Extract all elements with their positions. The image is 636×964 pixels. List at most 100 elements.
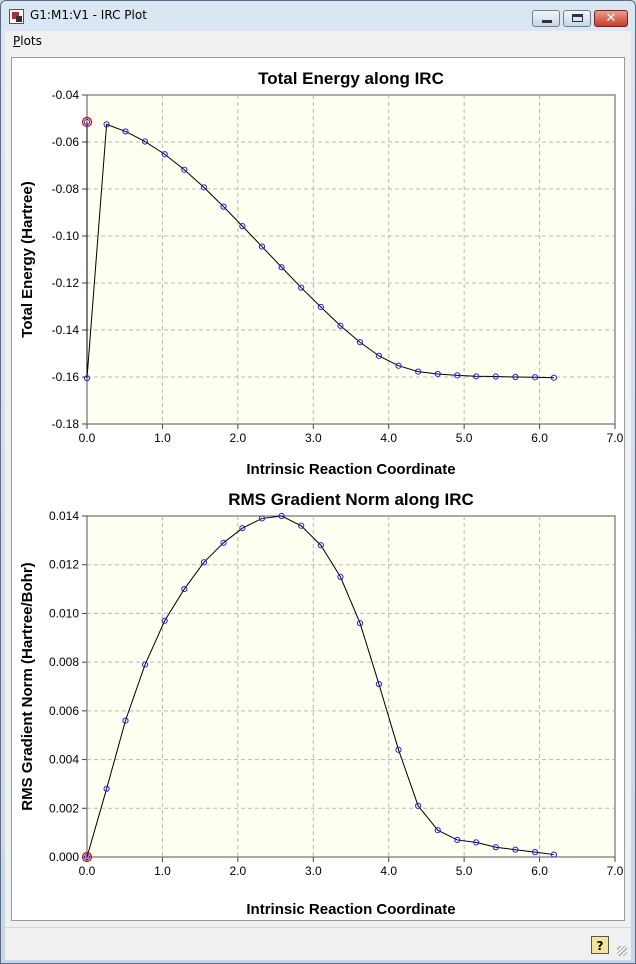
gradient-data-point [356,620,364,627]
gradient-data-point [278,512,285,520]
energy-data-point [317,303,324,311]
energy-data-point [492,373,499,380]
energy-ytick-label: -0.06 [52,135,80,149]
gradient-current-point-marker [81,851,93,863]
gradient-ytick-label: 0.012 [49,558,79,572]
maximize-button[interactable] [563,10,591,27]
energy-data-point [200,184,208,191]
menu-plots[interactable]: Plots [13,34,42,48]
energy-xtick-label: 5.0 [456,431,473,445]
gradient-data-point [103,785,110,792]
resize-grip[interactable] [617,946,627,956]
client-area: 0.0 1.0 2.0 3.0 4.0 5.0 6.0 7.0 -0.04 -0.06 -0.08 -… [5,51,631,927]
gradient-xtick-label: 6.0 [531,864,548,878]
irc-plots-svg[interactable]: 0.0 1.0 2.0 3.0 4.0 5.0 6.0 7.0 -0.04 -0.06 -0.08 -… [12,58,624,920]
energy-xtick-label: 4.0 [380,431,397,445]
gradient-data-point [181,585,188,593]
gradient-xtick-label: 7.0 [607,864,624,878]
gradient-x-axis-label: Intrinsic Reaction Coordinate [246,901,455,918]
energy-xtick-label: 3.0 [305,431,322,445]
gradient-data-point [512,846,519,853]
gradient-data-point [258,515,266,522]
energy-data-point [473,373,480,380]
energy-data-point [550,374,558,381]
energy-ytick-label: -0.18 [52,417,80,431]
energy-data-point [181,166,188,173]
gradient-data-point [141,661,149,668]
gradient-data-point [531,849,539,856]
gradient-ytick-label: 0.000 [49,850,79,864]
energy-data-point [239,223,246,230]
gradient-data-point [550,851,558,858]
gradient-data-point [375,680,383,688]
gradient-xtick-label: 0.0 [79,864,96,878]
energy-series-line [86,122,554,379]
energy-xtick-label: 1.0 [154,431,171,445]
energy-y-axis-label: Total Energy (Hartree) [19,181,36,337]
energy-chart-title: Total Energy along IRC [258,69,444,88]
energy-xtick-label: 6.0 [531,431,548,445]
gradient-ytick-label: 0.006 [49,704,79,718]
energy-data-point [83,118,91,126]
gradient-chart-title: RMS Gradient Norm along IRC [228,490,474,509]
gradient-xtick-label: 4.0 [380,864,397,878]
energy-data-point [122,128,129,135]
title-bar[interactable]: G1:M1:V1 - IRC Plot ✕ [1,1,635,31]
gradient-data-point [317,542,324,549]
minimize-icon [542,20,552,23]
gradient-y-axis-label: RMS Gradient Norm (Hartree/Bohr) [19,562,36,810]
energy-data-point [161,151,168,158]
energy-data-point [356,339,364,346]
window-title: G1:M1:V1 - IRC Plot [30,8,147,22]
energy-data-point [83,375,91,382]
help-button[interactable]: ? [591,936,609,954]
app-icon[interactable] [9,9,24,24]
gradient-data-point [473,839,480,846]
status-bar: ? [5,927,631,960]
energy-ytick-label: -0.10 [52,229,80,243]
energy-xtick-label: 0.0 [79,431,96,445]
energy-data-point [454,372,461,379]
gradient-xtick-label: 2.0 [230,864,247,878]
energy-data-point [298,284,305,291]
gradient-data-point [492,844,499,851]
energy-data-point [512,373,519,381]
close-icon: ✕ [605,11,617,26]
gradient-ytick-label: 0.014 [49,509,79,523]
energy-data-point [220,203,227,210]
plot-panel: 0.0 1.0 2.0 3.0 4.0 5.0 6.0 7.0 -0.04 -0.06 -0.08 -… [11,57,625,921]
gradient-data-point [239,525,246,532]
gradient-ytick-label: 0.010 [49,606,79,620]
gradient-data-point [395,746,402,753]
energy-xtick-label: 7.0 [607,431,624,445]
energy-ytick-label: -0.04 [52,88,80,102]
menu-plots-mnemonic: P [13,34,21,48]
energy-data-point [258,243,266,250]
gradient-xtick-label: 1.0 [154,864,171,878]
gradient-ytick-label: 0.008 [49,655,79,669]
gradient-series-line [86,515,554,858]
energy-data-point [278,264,285,271]
close-button[interactable]: ✕ [594,10,628,27]
gradient-ytick-label: 0.002 [49,801,79,815]
energy-ytick-label: -0.14 [52,323,80,337]
energy-data-point [415,368,422,375]
energy-ytick-label: -0.12 [52,276,80,290]
energy-current-point-marker [81,116,93,128]
menu-plots-label: lots [20,34,42,48]
energy-plot-area [86,94,616,425]
menu-bar: Plots [5,31,631,51]
gradient-data-point [83,853,91,861]
maximize-icon [572,14,583,22]
energy-ytick-label: -0.08 [52,182,80,196]
gradient-data-point [415,802,422,809]
energy-data-point [375,352,383,359]
gradient-ytick-label: 0.004 [49,753,79,767]
gradient-data-point [220,539,227,546]
minimize-button[interactable] [532,10,560,27]
gradient-data-point [434,827,441,834]
energy-data-point [103,121,110,128]
energy-x-axis-label: Intrinsic Reaction Coordinate [246,461,455,478]
energy-data-point [337,322,344,329]
